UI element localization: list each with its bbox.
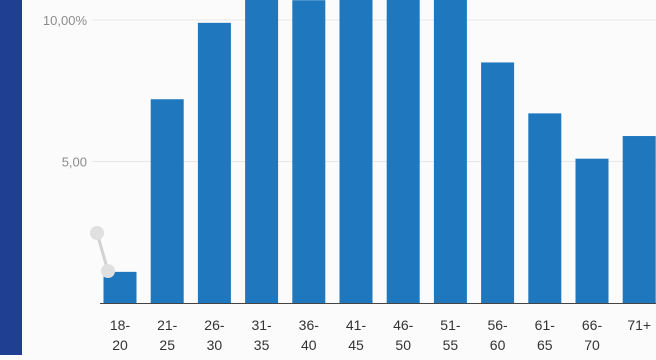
- bar: [622, 136, 656, 303]
- x-tick-label: 18-: [110, 317, 131, 333]
- x-tick-label: 50: [395, 337, 411, 353]
- chart-canvas: 10,00% 5,00 18- 20 21- 25 26- 30 31- 35 36- 40 41- 4…: [43, 0, 656, 353]
- bar: [197, 22, 231, 304]
- x-tick-label: 31-: [251, 317, 272, 333]
- x-tick-label: 45: [348, 337, 364, 353]
- y-tick-label: 10,00%: [43, 13, 88, 28]
- x-tick-label: 36-: [299, 317, 320, 333]
- y-tick-label: 5,00: [62, 155, 87, 170]
- slider-knob-bottom[interactable]: [101, 264, 115, 278]
- x-tick-label: 26-: [204, 317, 225, 333]
- range-slider-handle[interactable]: [90, 226, 115, 278]
- sidebar-strip: [0, 0, 22, 355]
- x-tick-label: 70: [584, 337, 600, 353]
- bar: [292, 0, 326, 303]
- bar-series: [103, 0, 656, 304]
- bar: [150, 99, 184, 304]
- y-axis-tick-labels: 10,00% 5,00: [43, 13, 88, 170]
- bar: [528, 113, 562, 303]
- x-tick-label: 20: [112, 337, 128, 353]
- x-tick-label: 41-: [346, 317, 367, 333]
- age-distribution-chart: 10,00% 5,00 18- 20 21- 25 26- 30 31- 35 36- 40 41- 4…: [22, 0, 656, 355]
- x-tick-label: 65: [537, 337, 553, 353]
- x-axis-tick-labels: 18- 20 21- 25 26- 30 31- 35 36- 40 41- 45 46- 50 51- 55…: [110, 317, 651, 353]
- bar: [245, 0, 279, 303]
- bar: [575, 158, 609, 303]
- slider-knob-top[interactable]: [90, 226, 104, 240]
- x-tick-label: 71+: [627, 317, 651, 333]
- x-tick-label: 55: [443, 337, 459, 353]
- x-tick-label: 40: [301, 337, 317, 353]
- x-tick-label: 35: [254, 337, 270, 353]
- x-tick-label: 61-: [535, 317, 556, 333]
- x-tick-label: 21-: [157, 317, 178, 333]
- grid-lines: [92, 19, 656, 162]
- x-tick-label: 56-: [487, 317, 508, 333]
- x-tick-label: 51-: [440, 317, 461, 333]
- x-tick-label: 60: [490, 337, 506, 353]
- bar: [386, 0, 420, 303]
- x-tick-label: 30: [207, 337, 223, 353]
- bar: [339, 0, 373, 303]
- bar: [481, 62, 515, 304]
- x-tick-label: 46-: [393, 317, 414, 333]
- x-tick-label: 66-: [582, 317, 603, 333]
- bar: [433, 0, 467, 303]
- x-tick-label: 25: [159, 337, 175, 353]
